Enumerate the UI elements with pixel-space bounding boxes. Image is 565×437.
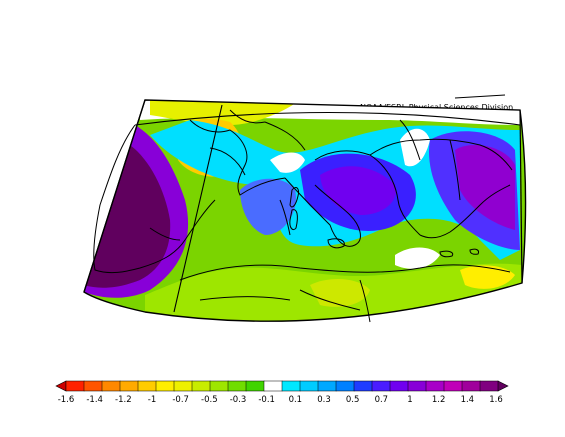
colorbar-tick-label: -0.3 <box>230 395 247 405</box>
colorbar-swatch <box>137 380 157 392</box>
islands <box>289 187 479 258</box>
colorbar-swatch <box>83 380 103 392</box>
colorbar-tick-label: -1.2 <box>115 395 132 405</box>
colorbar-swatch <box>191 380 211 392</box>
colorbar-swatch <box>425 380 445 392</box>
colorbar-arrow-high <box>497 380 509 392</box>
colorbar-swatch <box>353 380 373 392</box>
map-right-edge <box>519 109 523 284</box>
anomaly-field <box>84 100 526 322</box>
lon-lat-grid <box>134 104 521 313</box>
coastlines <box>93 109 513 323</box>
colorbar-swatch <box>317 380 337 392</box>
colorbar-tick-label: 1.6 <box>489 395 503 405</box>
colorbar-arrow-low <box>55 380 67 392</box>
map-top-tick <box>454 94 506 99</box>
colorbar-swatch <box>65 380 85 392</box>
colorbar-swatch <box>461 380 481 392</box>
colorbar-swatch <box>173 380 193 392</box>
colorbar-swatch <box>227 380 247 392</box>
colorbar-tick-label: 0.5 <box>346 395 360 405</box>
colorbar-swatch <box>119 380 139 392</box>
colorbar-swatch <box>443 380 463 392</box>
colorbar-swatch <box>101 380 121 392</box>
colorbar-swatch <box>245 380 265 392</box>
colorbar-tick-label: -1.4 <box>86 395 103 405</box>
colorbar-tick-label: -1 <box>148 395 156 405</box>
colorbar-swatch <box>407 380 427 392</box>
colorbar-tick-label: 1.2 <box>432 395 446 405</box>
colorbar-tick-label: 1 <box>407 395 412 405</box>
map-domain-outline <box>83 99 527 322</box>
colorbar-swatch <box>371 380 391 392</box>
colorbar-swatch <box>335 380 355 392</box>
colorbar-swatch <box>263 380 283 392</box>
colorbar-tick-label: 0.3 <box>317 395 331 405</box>
colorbar: -1.6 -1.4 -1.2 -1 -0.7 -0.5 -0.3 -0.1 0.1 0.3 0.5 0… <box>55 380 509 405</box>
colorbar-tick-label: -0.7 <box>172 395 189 405</box>
colorbar-tick-label: -0.5 <box>201 395 218 405</box>
colorbar-swatch <box>479 380 499 392</box>
colorbar-swatch <box>389 380 409 392</box>
colorbar-tick-label: 1.4 <box>461 395 475 405</box>
colorbar-tick-label: 0.1 <box>289 395 303 405</box>
colorbar-swatch <box>155 380 175 392</box>
colorbar-tick-label: -1.6 <box>58 395 75 405</box>
colorbar-tick-label: -0.1 <box>258 395 275 405</box>
colorbar-swatch <box>281 380 301 392</box>
colorbar-swatch <box>299 380 319 392</box>
colorbar-tick-label: 0.7 <box>375 395 389 405</box>
colorbar-swatch <box>209 380 229 392</box>
